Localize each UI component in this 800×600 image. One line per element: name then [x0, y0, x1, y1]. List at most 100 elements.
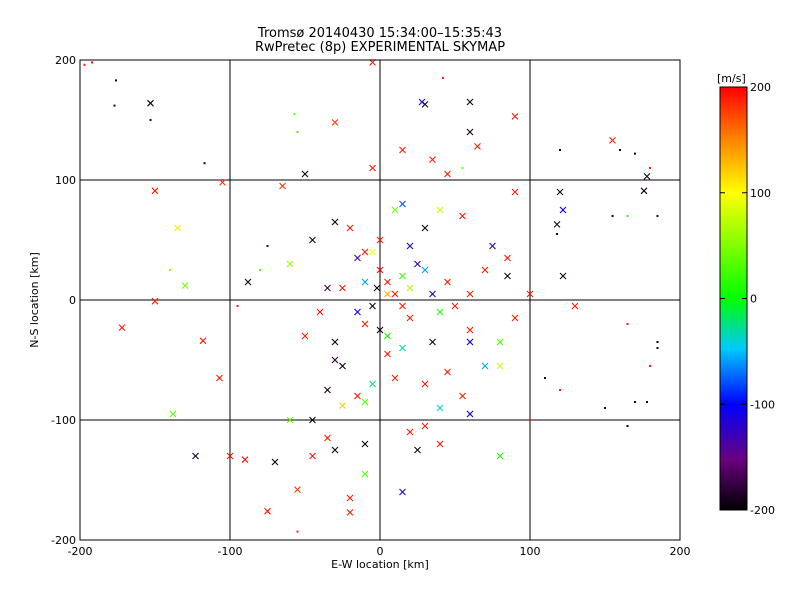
data-point-dot	[646, 401, 648, 403]
data-point-cross	[399, 302, 406, 310]
data-point-dot	[115, 79, 117, 82]
data-point-cross	[376, 326, 384, 334]
data-point-cross	[361, 278, 369, 286]
data-point-cross	[399, 344, 406, 352]
data-point-cross	[376, 236, 384, 244]
data-point-dot	[559, 389, 561, 391]
y-tick-label: -100	[51, 414, 76, 427]
axis-ticks: -200 -100 0 100 200 -200 -100 0 100 200	[51, 54, 690, 558]
data-point-cross	[324, 434, 331, 442]
data-point-cross	[369, 302, 376, 310]
data-point-cross	[376, 266, 384, 274]
data-point-dot	[611, 215, 614, 217]
data-point-cross	[244, 278, 252, 286]
data-point-cross	[279, 182, 286, 190]
data-point-cross	[391, 290, 399, 298]
data-point-cross	[241, 456, 249, 463]
data-point-cross	[466, 128, 474, 136]
data-point-cross	[369, 164, 376, 172]
data-point-cross	[466, 410, 474, 418]
data-point-cross	[324, 284, 331, 292]
data-point-cross	[346, 224, 354, 232]
x-tick-label: 200	[670, 545, 691, 558]
data-point-cross	[421, 422, 429, 430]
chart-title-line2: RwPretec (8p) EXPERIMENTAL SKYMAP	[254, 40, 506, 55]
data-point-cross	[331, 338, 339, 346]
data-point-cross	[489, 242, 496, 250]
x-tick-label: 0	[377, 545, 384, 558]
data-point-cross	[199, 337, 207, 345]
data-point-cross	[436, 440, 444, 448]
data-point-dot	[626, 323, 629, 325]
data-point-cross	[226, 452, 234, 460]
data-point-cross	[354, 392, 361, 400]
data-point-dot	[556, 233, 558, 235]
data-point-cross	[399, 200, 406, 208]
data-point-cross	[361, 440, 369, 448]
data-point-cross	[429, 290, 436, 298]
y-tick-label: 200	[55, 54, 76, 67]
data-point-dot	[634, 401, 636, 403]
data-point-cross	[421, 224, 429, 232]
data-point-cross	[511, 113, 519, 120]
data-point-dot	[649, 167, 651, 169]
data-point-dot	[544, 377, 546, 379]
data-point-cross	[504, 272, 511, 280]
data-point-cross	[118, 324, 126, 331]
colorbar: [m/s] 200 100 0 -100 -200	[717, 72, 775, 517]
x-tick-label: -100	[218, 545, 243, 558]
data-point-dot	[296, 131, 299, 133]
y-tick-label: -200	[51, 534, 76, 547]
x-tick-label: -200	[68, 545, 93, 558]
data-point-cross	[324, 386, 331, 394]
data-point-cross	[444, 368, 451, 376]
data-point-cross	[406, 314, 414, 322]
data-point-cross	[309, 416, 316, 424]
data-point-dot	[656, 347, 659, 349]
data-point-dot	[203, 162, 206, 165]
data-point-cross	[361, 248, 369, 256]
colorbar-tick-label: 200	[750, 81, 771, 94]
data-point-cross	[406, 242, 414, 250]
data-point-cross	[429, 156, 436, 163]
data-point-cross	[301, 332, 309, 340]
data-point-dot	[293, 113, 296, 115]
data-point-dot	[649, 365, 651, 367]
data-point-cross	[399, 272, 406, 280]
data-point-cross	[436, 404, 444, 412]
data-point-cross	[571, 302, 579, 310]
data-point-cross	[151, 187, 159, 195]
data-point-cross	[384, 350, 391, 358]
data-point-cross	[511, 188, 519, 196]
data-point-dot	[604, 407, 606, 409]
data-point-cross	[451, 302, 459, 310]
data-point-cross	[421, 266, 429, 274]
data-point-cross	[459, 212, 466, 220]
data-point-dot	[559, 149, 561, 151]
data-point-cross	[316, 308, 324, 316]
data-point-cross	[354, 308, 361, 316]
data-point-cross	[339, 284, 346, 292]
data-point-cross	[309, 452, 316, 460]
data-point-dot	[149, 119, 152, 121]
data-point-cross	[436, 206, 444, 214]
data-point-cross	[181, 282, 189, 289]
data-point-cross	[369, 248, 376, 256]
data-point-cross	[481, 362, 489, 370]
data-point-cross	[361, 320, 369, 328]
data-point-cross	[406, 284, 414, 292]
data-point-cross	[339, 362, 346, 370]
data-point-cross	[264, 507, 271, 515]
data-point-cross	[286, 260, 294, 268]
data-point-cross	[511, 314, 519, 322]
colorbar-ticks: 200 100 0 -100 -200	[720, 81, 775, 517]
data-point-cross	[331, 356, 339, 364]
data-point-dot	[259, 269, 261, 271]
data-point-cross	[361, 470, 369, 478]
data-point-cross	[331, 446, 339, 454]
data-point-dot	[91, 61, 93, 64]
data-point-cross	[384, 278, 391, 286]
data-point-cross	[556, 188, 564, 196]
data-point-dot	[442, 77, 444, 79]
data-point-cross	[391, 206, 399, 214]
